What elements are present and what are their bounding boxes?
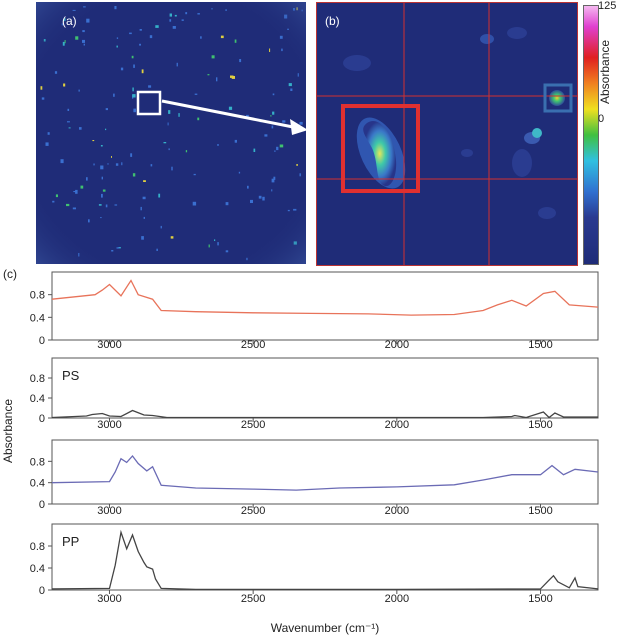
y-tick-label: 0.8 (30, 456, 45, 468)
x-tick-label: 2000 (385, 419, 409, 431)
spectrum-frame (51, 523, 599, 591)
x-tick-label: 2000 (385, 505, 409, 517)
panel-c-label: (c) (3, 267, 17, 281)
x-tick-label: 3000 (97, 593, 121, 605)
colorbar-title: Absorbance (598, 39, 612, 104)
spectrum-line (51, 409, 598, 419)
y-tick-label: 0.4 (30, 478, 45, 490)
zoom-arrow (161, 99, 308, 135)
x-tick-label: 1500 (528, 593, 552, 605)
blue-selection-box (543, 83, 573, 113)
x-tick-label: 1500 (528, 505, 552, 517)
x-tick-label: 2500 (241, 339, 265, 351)
zoomed-absorbance-map (316, 2, 578, 266)
y-tick-label: 0 (39, 413, 45, 425)
y-tick-label: 0 (39, 585, 45, 597)
spectrum-frame (51, 439, 599, 505)
spectrum-label: PP (62, 534, 79, 549)
x-tick-label: 1500 (528, 339, 552, 351)
zoomed-map-svg (317, 3, 577, 265)
y-tick-label: 0.4 (30, 312, 45, 324)
y-tick-label: 0.4 (30, 563, 45, 575)
y-tick-label: 0.4 (30, 393, 45, 405)
y-tick-label: 0 (39, 335, 45, 347)
x-tick-label: 1500 (528, 419, 552, 431)
spectrum-frame (51, 357, 599, 419)
spectrum-line (51, 279, 599, 316)
colorbar (583, 5, 599, 265)
x-tick-label: 3000 (97, 505, 121, 517)
x-tick-label: 2500 (241, 419, 265, 431)
y-tick-label: 0 (39, 499, 45, 511)
x-tick-label: 2000 (385, 339, 409, 351)
y-axis-title: Absorbance (1, 399, 15, 463)
colorbar-min-label: 0 (598, 113, 605, 125)
colorbar-max-label: 125 (598, 0, 617, 12)
y-tick-label: 0.8 (30, 290, 45, 302)
panel-a-label: (a) (62, 14, 77, 28)
spectrum-frame (51, 271, 599, 341)
x-tick-label: 2500 (241, 593, 265, 605)
spectrum-line (51, 529, 599, 591)
spectrum-label: PS (62, 368, 80, 383)
x-tick-label: 2500 (241, 505, 265, 517)
y-tick-label: 0.8 (30, 541, 45, 553)
region-of-interest-box (136, 90, 162, 116)
spectra-figure: 0 0.4 0.8 3000 2500 2000 1500 0 0.4 0.8 3000 2500 20… (1, 271, 599, 635)
y-tick-label: 0.8 (30, 373, 45, 385)
x-tick-label: 2000 (385, 593, 409, 605)
particle-overview-image (36, 2, 306, 264)
x-tick-label: 3000 (97, 339, 121, 351)
spectrum-line (51, 454, 599, 491)
particle-overview-svg (36, 2, 306, 264)
x-tick-label: 3000 (97, 419, 121, 431)
panel-b-label: (b) (325, 14, 340, 28)
x-axis-title: Wavenumber (cm⁻¹) (271, 621, 380, 635)
red-selection-box (341, 104, 420, 193)
